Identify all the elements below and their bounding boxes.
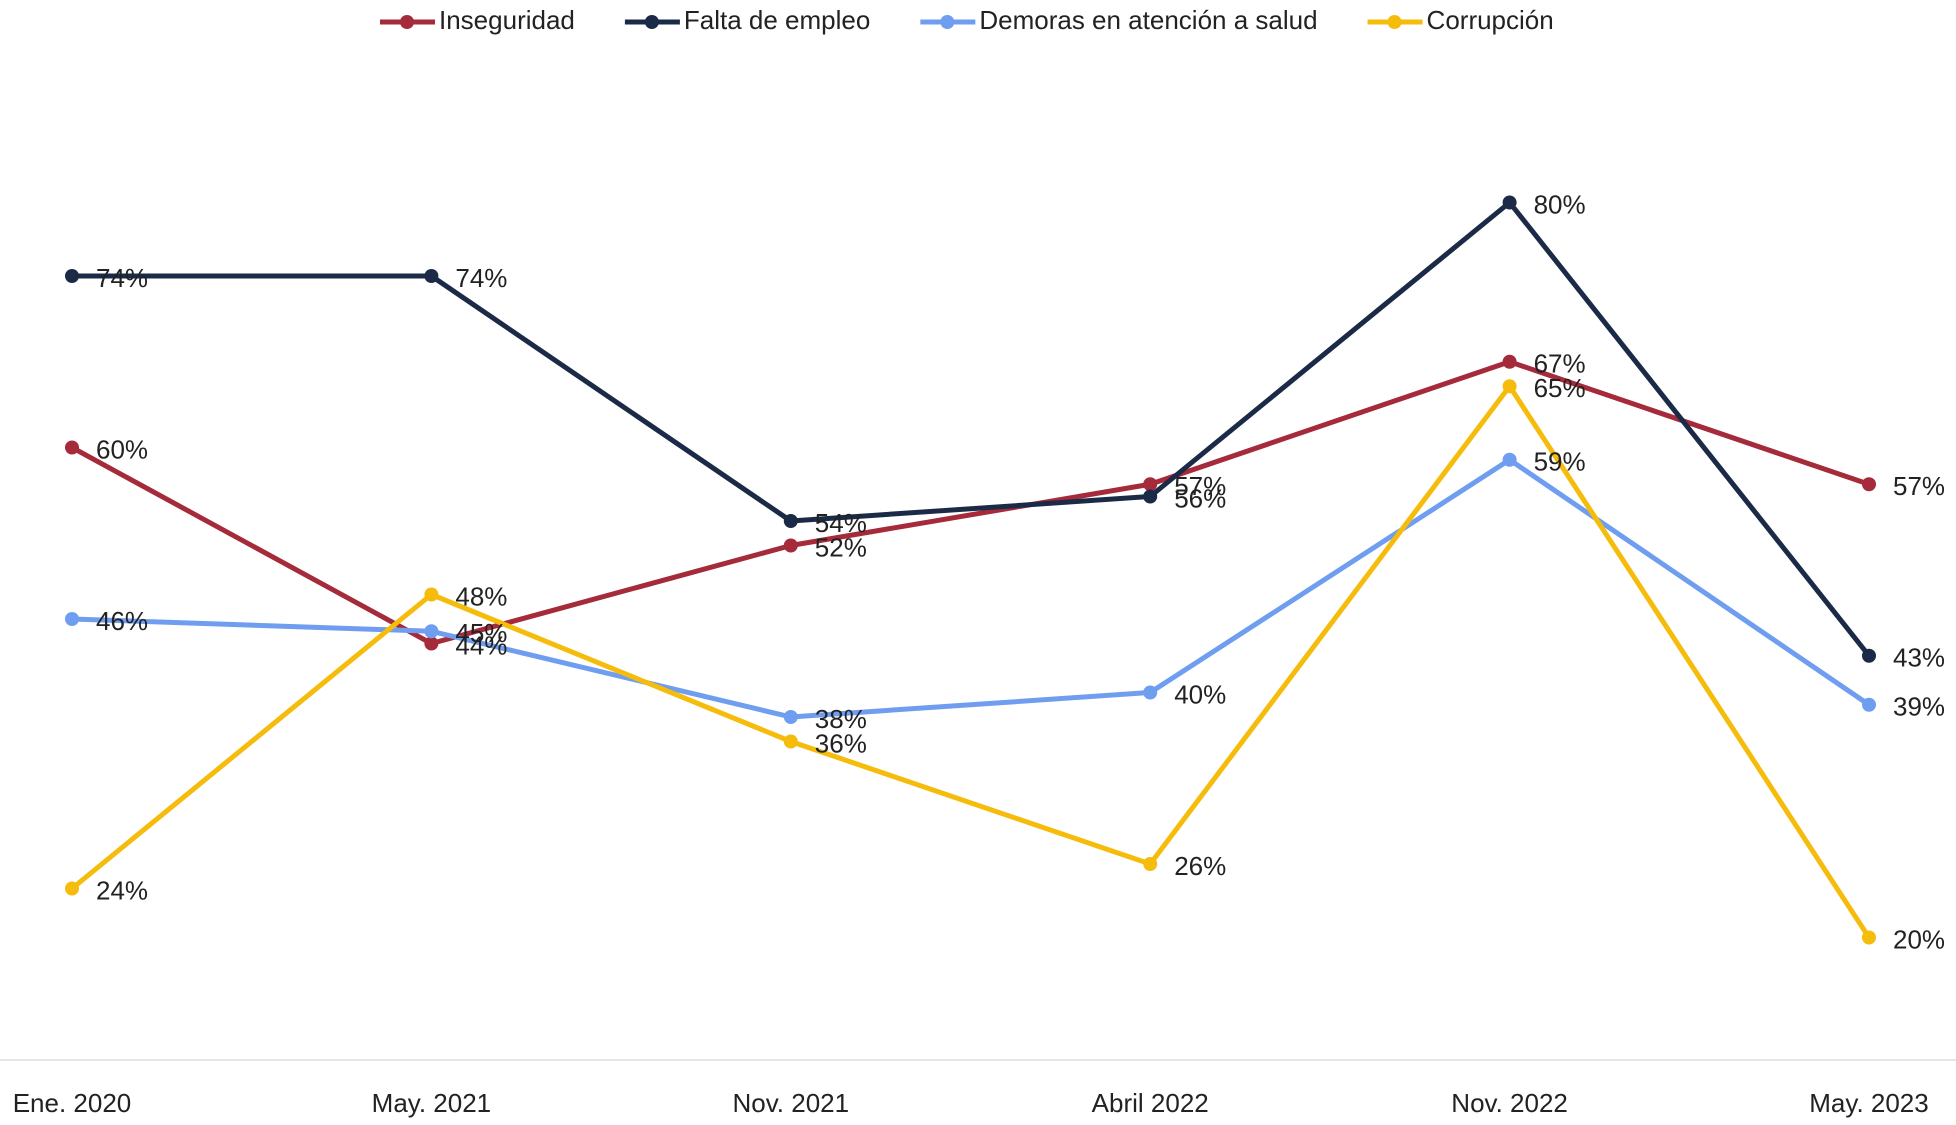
legend-label: Inseguridad <box>439 5 575 35</box>
data-label: 54% <box>815 508 867 538</box>
legend-marker <box>400 15 414 29</box>
point <box>424 587 439 602</box>
point <box>1502 354 1517 369</box>
point <box>783 710 798 724</box>
data-label: 39% <box>1893 692 1945 722</box>
data-label: 44% <box>455 630 507 660</box>
data-label: 26% <box>1174 851 1226 881</box>
series-line <box>70 359 1870 646</box>
legend-marker <box>1387 15 1402 29</box>
data-label: 38% <box>815 704 867 734</box>
x-tick-label: Nov. 2022 <box>1451 1088 1568 1118</box>
data-label: 65% <box>1534 373 1586 403</box>
data-label: 59% <box>1534 447 1586 477</box>
legend-label: Demoras en atención a salud <box>979 5 1317 35</box>
series-line <box>70 383 1872 939</box>
data-label: 56% <box>1174 483 1226 513</box>
data-label: 52% <box>815 532 867 562</box>
data-label: 40% <box>1174 679 1226 709</box>
point <box>424 269 439 283</box>
point <box>1143 857 1158 871</box>
point <box>1502 379 1517 394</box>
data-label: 48% <box>455 581 507 611</box>
point <box>424 624 439 639</box>
legend-marker <box>644 15 659 29</box>
series-line <box>71 457 1871 720</box>
point <box>1862 477 1876 492</box>
point <box>783 734 798 749</box>
data-label: 36% <box>815 728 867 758</box>
data-label: 74% <box>455 263 507 293</box>
point <box>1502 452 1517 467</box>
data-label: 80% <box>1534 189 1586 219</box>
point <box>1502 195 1517 210</box>
data-label: 43% <box>1893 643 1945 673</box>
legend-label: Corrupción <box>1427 5 1554 35</box>
x-tick-label: May. 2021 <box>372 1088 491 1118</box>
point <box>1143 685 1158 700</box>
x-tick-label: May. 2023 <box>1809 1088 1928 1118</box>
x-tick-label: Abril 2022 <box>1092 1088 1209 1118</box>
point <box>1143 477 1158 492</box>
point <box>65 440 79 455</box>
point <box>1862 930 1876 945</box>
data-label: 57% <box>1893 471 1945 501</box>
point <box>1143 489 1158 504</box>
data-label: 45% <box>455 618 507 648</box>
data-label: 67% <box>1534 349 1586 379</box>
point <box>783 514 798 528</box>
point <box>1862 648 1876 663</box>
x-tick-label: Ene. 2020 <box>13 1088 132 1118</box>
data-label: 74% <box>96 263 148 293</box>
x-tick-label: Nov. 2021 <box>733 1088 850 1118</box>
data-label: 20% <box>1893 924 1945 954</box>
point <box>65 269 79 283</box>
data-label: 24% <box>96 875 148 905</box>
point <box>65 612 79 626</box>
data-label: 60% <box>96 434 148 464</box>
data-label: 46% <box>96 606 148 636</box>
legend-marker <box>940 15 955 29</box>
data-label: 57% <box>1174 471 1226 501</box>
legend-label: Falta de empleo <box>684 5 870 35</box>
series-line <box>72 200 1871 658</box>
point <box>65 881 79 896</box>
point <box>1862 697 1876 712</box>
point <box>424 636 439 651</box>
point <box>783 538 798 553</box>
